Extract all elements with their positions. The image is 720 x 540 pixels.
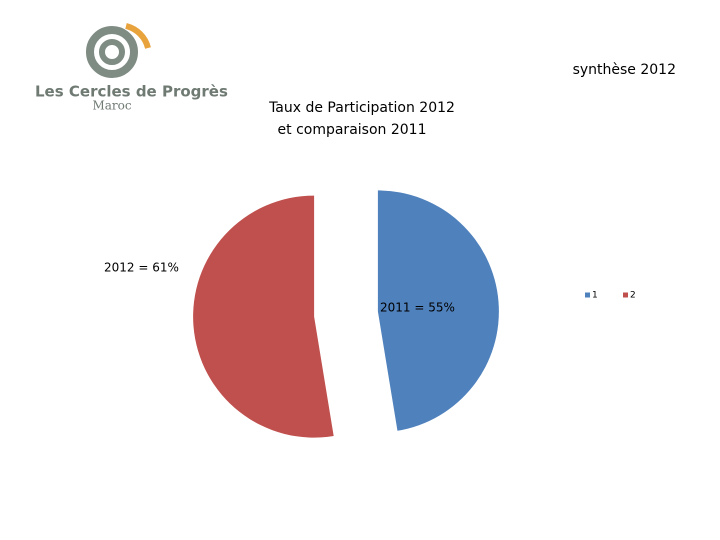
chart-title: et comparaison 2011 <box>278 122 427 138</box>
data-label: 2012 = 61% <box>104 261 179 275</box>
legend-label: 1 <box>592 291 598 301</box>
logo-ring <box>86 26 138 78</box>
slide-tag: synthèse 2012 <box>573 62 676 78</box>
legend-label: 2 <box>630 291 636 301</box>
logo-arc <box>125 23 151 49</box>
pie-slice <box>377 190 499 431</box>
legend-swatch <box>585 292 590 298</box>
legend-swatch <box>623 292 628 298</box>
pie-slice <box>193 195 334 438</box>
logo-ring <box>99 39 125 65</box>
chart-title: Taux de Participation 2012 <box>268 100 455 116</box>
data-label: 2011 = 55% <box>380 301 455 315</box>
logo-name: Les Cercles de Progrès <box>35 83 228 101</box>
logo: Les Cercles de Progrès Maroc <box>35 23 228 113</box>
logo-sub: Maroc <box>92 99 131 113</box>
